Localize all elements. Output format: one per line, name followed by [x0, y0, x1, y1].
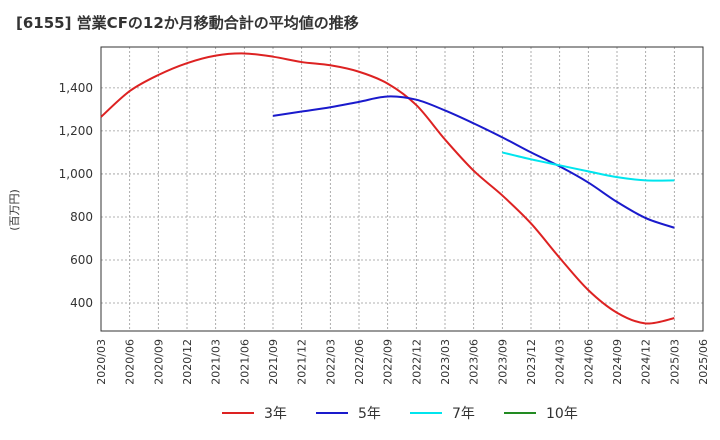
series-line-3	[502, 151, 675, 182]
x-tick-label: 2024/09	[611, 339, 624, 385]
x-tick-label: 2021/06	[238, 339, 251, 385]
legend-swatch	[222, 412, 254, 414]
y-tick-label: 1,200	[59, 124, 93, 138]
x-tick-label: 2024/06	[582, 339, 595, 385]
x-tick-label: 2022/03	[324, 339, 337, 385]
legend-swatch	[316, 412, 348, 414]
x-tick-label: 2023/03	[439, 339, 452, 385]
line-chart: 400 600 800 1,000 1,200 1,400 2020/03 2020/06 20…	[59, 46, 710, 385]
chart-title: [6155] 営業CFの12か月移動合計の平均値の推移	[16, 14, 359, 32]
legend-item-1: 3年	[222, 400, 287, 426]
y-tick-label: 800	[70, 210, 93, 224]
x-tick-label: 2021/12	[296, 339, 309, 385]
legend-item-2: 5年	[316, 400, 381, 426]
series-line-2	[272, 95, 675, 229]
y-tick-label: 1,400	[59, 81, 93, 95]
legend-swatch	[504, 412, 536, 414]
legend-label: 3年	[264, 406, 287, 422]
x-tick-label: 2022/12	[410, 339, 423, 385]
legend-swatch	[410, 412, 442, 414]
legend-label: 5年	[358, 406, 381, 422]
x-tick-label: 2023/06	[468, 339, 481, 385]
legend-label: 7年	[452, 406, 475, 422]
x-tick-label: 2021/03	[210, 339, 223, 385]
x-tick-label: 2024/03	[554, 339, 567, 385]
legend-item-3: 7年	[410, 400, 475, 426]
x-tick-label: 2020/09	[152, 339, 165, 385]
x-tick-label: 2024/12	[640, 339, 653, 385]
x-tick-label: 2022/09	[382, 339, 395, 385]
plot-area	[101, 47, 703, 331]
x-tick-label: 2025/03	[668, 339, 681, 385]
legend: 3年 5年 7年 10年	[0, 400, 720, 426]
y-tick-label: 1,000	[59, 167, 93, 181]
x-tick-label: 2020/12	[181, 339, 194, 385]
x-tick-label: 2020/03	[95, 339, 108, 385]
legend-item-4: 10年	[504, 400, 578, 426]
x-tick-label: 2025/06	[697, 339, 710, 385]
y-tick-label: 600	[70, 253, 93, 267]
x-tick-label: 2023/12	[525, 339, 538, 385]
plot-frame	[100, 46, 704, 332]
x-tick-label: 2022/06	[353, 339, 366, 385]
x-tick-label: 2021/09	[267, 339, 280, 385]
series-line-1	[100, 52, 675, 325]
y-tick-label: 400	[70, 296, 93, 310]
x-tick-label: 2023/09	[496, 339, 509, 385]
legend-label: 10年	[546, 406, 578, 422]
x-tick-label: 2020/06	[124, 339, 137, 385]
